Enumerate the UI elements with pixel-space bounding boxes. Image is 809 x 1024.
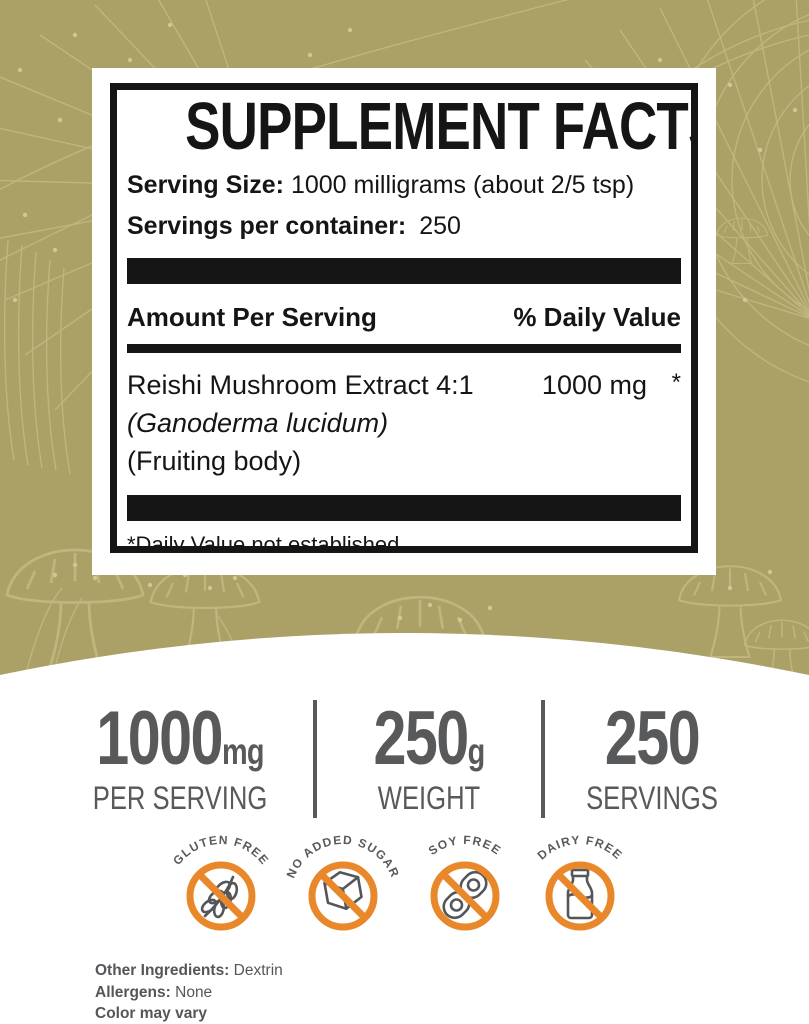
ingredient-name: Reishi Mushroom Extract 4:1 [127, 369, 474, 400]
stat-per-serving: 1000mg PER SERVING [55, 701, 305, 816]
bottom-white-background [0, 699, 809, 1024]
white-arc-curve [0, 633, 809, 700]
divider-bar-bottom [127, 494, 681, 521]
servings-per-container-label: Servings per container: [127, 212, 407, 241]
stat-servings: 250 SERVINGS [527, 701, 777, 816]
color-note: Color may vary [95, 1005, 207, 1022]
ingredient-amount: 1000 mg [541, 369, 647, 400]
footer-notes: Other Ingredients: Dextrin Allergens: No… [95, 960, 283, 1024]
no-sign-icon [186, 861, 256, 931]
servings-per-container-value: 250 [419, 212, 461, 241]
stat-number: 250 [604, 696, 701, 781]
other-ingredients-line: Other Ingredients: Dextrin [95, 960, 283, 982]
ingredient-part: (Fruiting body) [127, 446, 302, 477]
svg-text:SOY FREE: SOY FREE [426, 833, 504, 858]
facts-header-row: Amount Per Serving % Daily Value [127, 302, 681, 333]
divider-bar-header [127, 343, 681, 353]
badge-label: DAIRY FREE [535, 833, 625, 863]
bottom-info-section: 1000mg PER SERVING 250g WEIGHT 250 SERVI… [0, 630, 809, 1024]
supplement-facts-box: SUPPLEMENT FACTS Serving Size: 1000 mill… [110, 83, 698, 553]
stat-unit: mg [221, 731, 265, 772]
stat-label: WEIGHT [377, 779, 481, 816]
other-ingredients-value: Dextrin [233, 962, 283, 979]
stat-divider [313, 700, 317, 818]
supplement-facts-title: SUPPLEMENT FACTS [185, 89, 698, 164]
stat-value: 250 [555, 701, 750, 777]
no-sign-icon [308, 861, 378, 931]
serving-size-label: Serving Size: [127, 171, 284, 199]
servings-per-container-line: Servings per container: 250 [127, 211, 681, 242]
allergens-label: Allergens: [95, 983, 171, 1001]
daily-value-header: % Daily Value [513, 301, 681, 332]
divider-bar-top [127, 257, 681, 284]
badge-no-added-sugar: NO ADDED SUGAR [284, 833, 401, 931]
svg-text:DAIRY FREE: DAIRY FREE [535, 833, 626, 863]
badge-soy-free: SOY FREE [426, 833, 504, 931]
allergens-value: None [175, 983, 213, 1001]
stat-number: 250 [373, 696, 469, 781]
no-sign-icon [430, 861, 500, 931]
allergens-line: Allergens: None [95, 982, 283, 1004]
serving-size-line: Serving Size: 1000 milligrams (about 2/5… [127, 170, 681, 201]
stat-unit: g [467, 731, 486, 772]
ingredient-latin-name: (Ganoderma lucidum) [127, 407, 389, 438]
badge-dairy-free: DAIRY FREE [535, 833, 626, 931]
stat-value: 250g [332, 701, 527, 777]
amount-per-serving-header: Amount Per Serving [127, 301, 377, 332]
stat-value: 1000mg [83, 701, 278, 777]
other-ingredients-label: Other Ingredients: [95, 962, 230, 979]
daily-value-footnote: *Daily Value not established. [127, 531, 406, 553]
stat-divider [541, 700, 545, 818]
ingredient-daily-value: * [671, 368, 681, 396]
serving-size-value: 1000 milligrams (about 2/5 tsp) [290, 171, 635, 199]
stat-number: 1000 [96, 696, 223, 781]
stat-label: SERVINGS [586, 779, 718, 816]
stat-label: PER SERVING [92, 779, 268, 816]
badge-gluten-free: GLUTEN FREE [170, 833, 271, 931]
supplement-facts-panel: SUPPLEMENT FACTS Serving Size: 1000 mill… [92, 68, 716, 575]
stat-weight: 250g WEIGHT [304, 701, 554, 816]
ingredient-row: Reishi Mushroom Extract 4:1 1000 mg * [127, 369, 681, 401]
no-sign-icon [545, 861, 615, 931]
badge-label: SOY FREE [426, 833, 503, 858]
